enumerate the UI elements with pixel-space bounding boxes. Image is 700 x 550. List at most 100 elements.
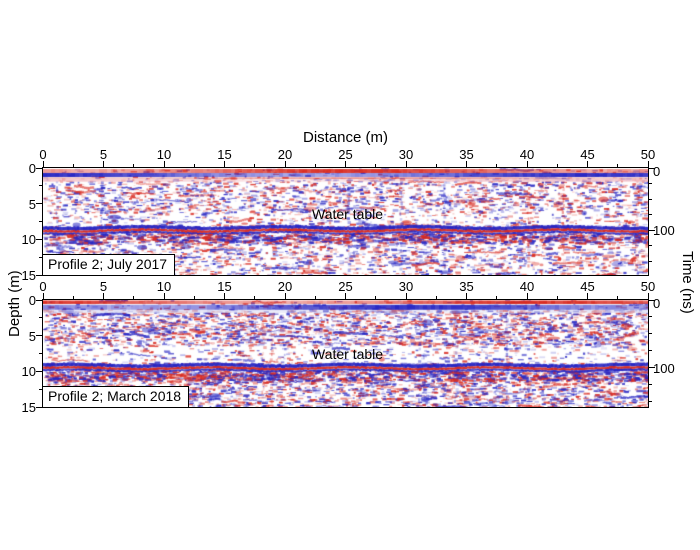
depth-tick-label: 5 [28, 328, 36, 344]
time-minor-tick-mark [648, 316, 652, 318]
time-minor-tick-mark [648, 260, 652, 262]
x-minor-tick-mark [254, 164, 256, 168]
x-minor-tick-mark [193, 164, 195, 168]
water-table-annotation-march2018: Water table [312, 346, 384, 362]
x-tick-label: 25 [338, 279, 353, 294]
depth-minor-tick-mark [39, 185, 43, 187]
x-tick-mark [405, 293, 407, 300]
time-tick-mark [648, 229, 655, 231]
x-minor-tick-mark [496, 164, 498, 168]
depth-tick-label: 0 [28, 161, 36, 176]
x-minor-tick-mark [133, 296, 135, 300]
time-tick-mark [648, 367, 655, 369]
x-tick-mark [526, 293, 528, 300]
x-tick-label: 0 [39, 279, 47, 294]
time-tick-mark [648, 299, 655, 301]
depth-tick-mark [36, 167, 43, 169]
x-minor-tick-mark [133, 164, 135, 168]
x-tick-mark [466, 161, 467, 168]
x-minor-tick-mark [72, 164, 74, 168]
x-minor-tick-mark [435, 296, 437, 300]
x-tick-label: 35 [459, 147, 474, 162]
depth-tick-label: 10 [21, 364, 36, 380]
x-tick-label: 20 [277, 147, 293, 162]
x-minor-tick-mark [375, 164, 377, 168]
x-tick-label: 5 [99, 147, 108, 162]
x-minor-tick-mark [72, 296, 74, 300]
x-tick-mark [42, 161, 44, 168]
depth-minor-tick-mark [39, 353, 43, 354]
x-tick-mark [284, 293, 286, 300]
x-tick-label: 30 [398, 279, 414, 294]
x-tick-mark [587, 161, 588, 168]
x-tick-mark [224, 293, 225, 300]
x-tick-mark [224, 161, 225, 168]
depth-minor-tick-mark [39, 256, 43, 258]
x-minor-tick-mark [254, 296, 256, 300]
time-minor-tick-mark [648, 245, 652, 247]
x-minor-tick-mark [375, 296, 377, 300]
x-tick-label: 35 [459, 279, 474, 294]
x-tick-mark [647, 293, 649, 300]
x-minor-tick-mark [314, 164, 316, 168]
time-tick-label: 0 [653, 296, 661, 311]
x-tick-mark [405, 161, 407, 168]
depth-tick-label: 15 [21, 268, 36, 283]
time-minor-tick-mark [648, 183, 652, 184]
x-tick-label: 45 [580, 147, 595, 162]
x-tick-label: 5 [99, 279, 108, 294]
time-minor-tick-mark [648, 198, 652, 200]
x-tick-label: 10 [156, 279, 172, 294]
x-minor-tick-mark [617, 296, 619, 300]
x-minor-tick-mark [617, 164, 619, 168]
depth-tick-mark [36, 335, 43, 337]
depth-tick-mark [36, 238, 43, 240]
x-tick-mark [284, 161, 286, 168]
depth-tick-mark [36, 299, 43, 301]
x-tick-label: 30 [398, 147, 414, 162]
depth-tick-mark [36, 274, 43, 276]
x-tick-mark [466, 293, 467, 300]
time-tick-label: 100 [653, 360, 675, 376]
time-tick-mark [648, 167, 655, 169]
time-minor-tick-mark [648, 214, 652, 216]
x-tick-label: 40 [519, 147, 535, 162]
x-tick-label: 40 [519, 279, 535, 294]
x-tick-label: 50 [640, 279, 656, 294]
depth-tick-mark [36, 370, 43, 372]
depth-tick-label: 15 [21, 400, 36, 415]
water-table-annotation-july2017: Water table [312, 206, 384, 222]
x-tick-mark [163, 293, 165, 300]
x-tick-label: 10 [156, 147, 172, 162]
x-tick-mark [163, 161, 165, 168]
time-tick-label: 100 [653, 223, 675, 239]
time-minor-tick-mark [648, 333, 652, 335]
x-minor-tick-mark [435, 164, 437, 168]
x-tick-label: 20 [277, 279, 293, 294]
panel-march2018: Water table Profile 2; March 2018 [42, 299, 649, 408]
time-minor-tick-mark [648, 350, 652, 352]
x-minor-tick-mark [314, 296, 316, 300]
x-tick-mark [103, 161, 104, 168]
x-minor-tick-mark [556, 296, 558, 300]
x-tick-label: 50 [640, 147, 656, 162]
x-minor-tick-mark [193, 296, 195, 300]
depth-tick-label: 10 [21, 232, 36, 248]
x-tick-label: 25 [338, 147, 353, 162]
x-tick-mark [587, 293, 588, 300]
profile-label-july2017: Profile 2; July 2017 [42, 254, 176, 276]
x-tick-label: 0 [39, 147, 47, 162]
x-tick-mark [345, 161, 346, 168]
profile-label-march2018: Profile 2; March 2018 [42, 386, 190, 408]
x-tick-mark [647, 161, 649, 168]
x-tick-label: 15 [217, 147, 232, 162]
x-minor-tick-mark [556, 164, 558, 168]
distance-axis-title: Distance (m) [302, 129, 388, 146]
x-tick-mark [345, 293, 346, 300]
depth-tick-mark [36, 203, 43, 205]
depth-minor-tick-mark [39, 388, 43, 390]
x-tick-label: 15 [217, 279, 232, 294]
depth-tick-mark [36, 406, 43, 408]
panel-july2017: Water table Profile 2; July 2017 [42, 167, 649, 276]
